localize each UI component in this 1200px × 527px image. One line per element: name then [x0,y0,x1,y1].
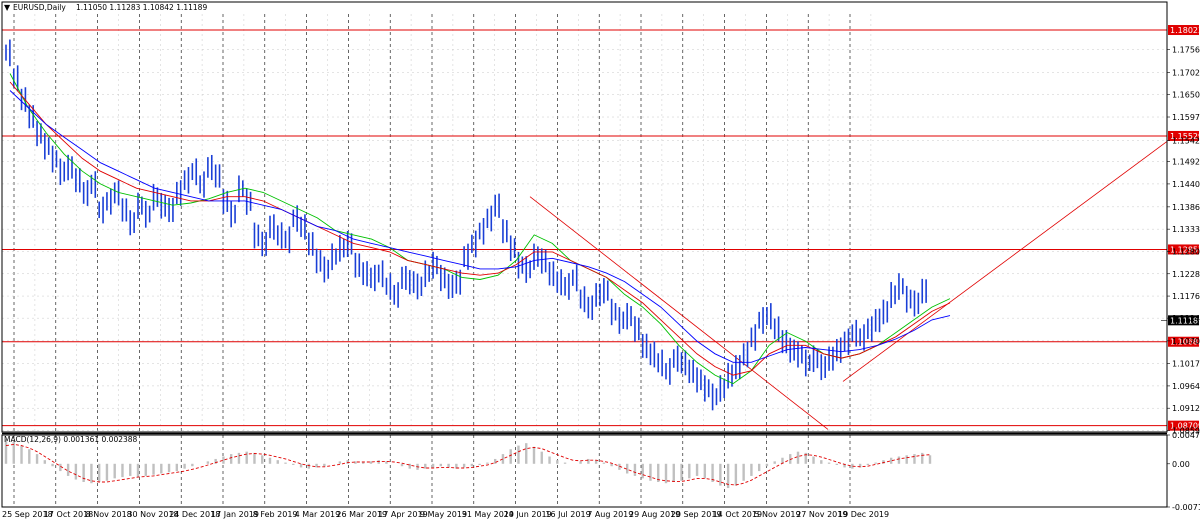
y-tick-label: 1.13335 [1172,225,1200,234]
y-tick-label: 1.14400 [1172,180,1200,189]
level-tag [1168,130,1199,141]
y-tick-label: 1.12805 [1172,248,1200,257]
y-tick-label: 1.09120 [1172,404,1200,413]
x-tick-label: 7 Aug 2019 [587,510,633,519]
y-tick-label: 1.17565 [1172,45,1200,54]
current-price-label: 1.11189 [1170,316,1200,325]
ma-slow-line [9,90,951,363]
macd-panel-frame [1,434,1168,508]
symbol-label: EURUSD,Daily [13,3,66,12]
price-bars [5,39,927,411]
current-price-tag [1168,315,1199,326]
x-tick-label: 4 Mar 2019 [295,510,341,519]
y-tick-label: 1.16500 [1172,91,1200,100]
ma-mid-line [9,81,951,376]
downtrend-line [529,196,829,430]
y-tick-label: 1.11240 [1172,314,1200,323]
level-tag-label: 1.10685 [1170,338,1200,347]
panel-frames [1,1,1168,508]
y-tick-label: 1.11760 [1172,292,1200,301]
macd-y-tick-label: 0.004747 [1172,431,1200,440]
macd-panel [4,439,932,489]
level-tag-label: 1.12857 [1170,245,1200,254]
y-tick-label: 1.15425 [1172,136,1200,145]
x-tick-label: 19 Dec 2019 [838,510,889,519]
macd-y-tick-label: -0.007123 [1172,503,1200,512]
x-tick-label: 27 Nov 2019 [796,510,847,519]
x-tick-label: 24 Jun 2019 [504,510,552,519]
y-tick-label: 1.08595 [1172,427,1200,436]
x-tick-label: 14 Oct 2019 [713,510,762,519]
macd-signal-line [5,443,931,486]
level-tag [1168,336,1199,347]
horizontal-levels[interactable]: 1.18023 1.15529 1.12857 1.10685 1.08709 1.111… [2,25,1200,431]
macd-label: MACD(12,26,9) 0.001361 0.002388 [4,435,138,444]
level-tag-label: 1.18023 [1170,26,1200,35]
y-tick-label: 1.17025 [1172,68,1200,77]
x-tick-label: 8 Nov 2018 [86,510,132,519]
y-tick-label: 1.14925 [1172,158,1200,167]
x-tick-label: 26 Mar 2019 [336,510,387,519]
macd-y-tick-label: 0.00 [1172,460,1190,469]
level-tag [1168,420,1199,431]
y-tick-label: 1.15975 [1172,113,1200,122]
main-panel-frame [1,1,1168,433]
level-tag [1168,244,1199,255]
x-tick-label: 17 Oct 2018 [44,510,93,519]
y-tick-label: 1.13860 [1172,203,1200,212]
y-tick-label: 1.10705 [1172,337,1200,346]
level-tag-label: 1.15529 [1170,132,1200,141]
x-tick-label: 16 Jul 2019 [545,510,590,519]
level-tag-label: 1.08709 [1170,422,1200,431]
x-tick-label: 5 Nov 2019 [754,510,800,519]
x-tick-label: 31 May 2019 [462,510,514,519]
x-tick-label: 25 Sep 2018 [2,510,53,519]
y-tick-label: 1.12285 [1172,270,1200,279]
x-tick-label: 29 Aug 2019 [629,510,680,519]
level-tag [1168,25,1199,36]
dropdown-arrow-icon[interactable]: ▼ [4,3,11,12]
ma-fast-line [9,73,951,385]
x-tick-label: 17 Jan 2019 [211,510,259,519]
x-tick-label: 30 Nov 2018 [127,510,178,519]
x-tick-label: 9 May 2019 [420,510,467,519]
x-tick-label: 17 Apr 2019 [378,510,427,519]
x-tick-label: 8 Feb 2019 [253,510,298,519]
uptrend-line [842,141,1168,382]
x-tick-label: 20 Sep 2019 [671,510,722,519]
y-tick-label: 1.10170 [1172,360,1200,369]
moving-averages [9,73,951,385]
y-tick-label: 1.09645 [1172,382,1200,391]
grid [2,14,1167,507]
trendlines[interactable] [529,141,1168,430]
ohlc-label: 1.11050 1.11283 1.10842 1.11189 [76,3,207,12]
x-tick-label: 24 Dec 2018 [169,510,220,519]
chart-header: ▼ EURUSD,Daily 1.11050 1.11283 1.10842 1… [4,3,207,12]
